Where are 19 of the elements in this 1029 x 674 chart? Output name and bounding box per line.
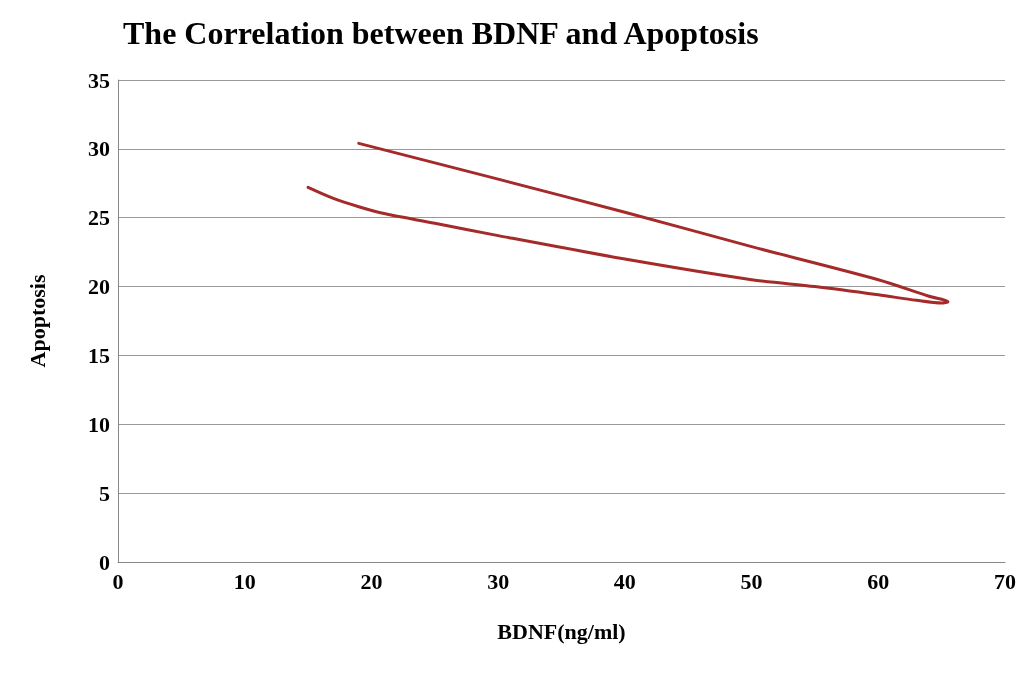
- y-tick-label: 25: [88, 205, 110, 231]
- chart-title: The Correlation between BDNF and Apoptosis: [123, 15, 759, 51]
- y-tick-label: 15: [88, 342, 110, 368]
- y-tick-label: 35: [88, 67, 110, 93]
- x-tick-label: 20: [360, 568, 383, 594]
- y-tick-label: 20: [88, 274, 110, 300]
- y-tick-label: 10: [88, 411, 110, 437]
- x-tick-label: 10: [233, 568, 256, 594]
- x-tick-label: 30: [487, 568, 510, 594]
- x-axis-title: BDNF(ng/ml): [497, 618, 626, 644]
- x-tick-label: 40: [613, 568, 636, 594]
- y-tick-label: 0: [99, 549, 110, 575]
- x-tick-label: 70: [994, 568, 1016, 594]
- y-tick-label: 30: [88, 136, 110, 162]
- y-axis-title: Apoptosis: [24, 274, 50, 368]
- line-series: [306, 141, 950, 305]
- y-tick-label: 5: [99, 480, 110, 506]
- x-tick-label: 60: [867, 568, 890, 594]
- x-tick-label: 50: [740, 568, 763, 594]
